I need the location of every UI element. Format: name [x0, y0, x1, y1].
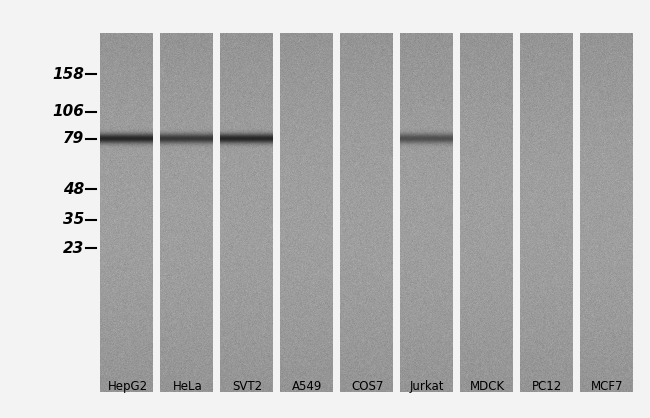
Text: MDCK: MDCK — [469, 380, 504, 393]
Text: A549: A549 — [292, 380, 322, 393]
Text: PC12: PC12 — [532, 380, 562, 393]
Text: 35: 35 — [63, 212, 84, 227]
Text: 158: 158 — [52, 67, 84, 82]
Text: SVT2: SVT2 — [232, 380, 263, 393]
Text: 79: 79 — [63, 131, 84, 146]
Text: COS7: COS7 — [351, 380, 383, 393]
Text: HepG2: HepG2 — [107, 380, 148, 393]
Text: MCF7: MCF7 — [591, 380, 623, 393]
Text: 48: 48 — [63, 182, 84, 196]
Text: Jurkat: Jurkat — [410, 380, 445, 393]
Text: HeLa: HeLa — [172, 380, 202, 393]
Text: 23: 23 — [63, 241, 84, 256]
Text: 106: 106 — [52, 104, 84, 120]
